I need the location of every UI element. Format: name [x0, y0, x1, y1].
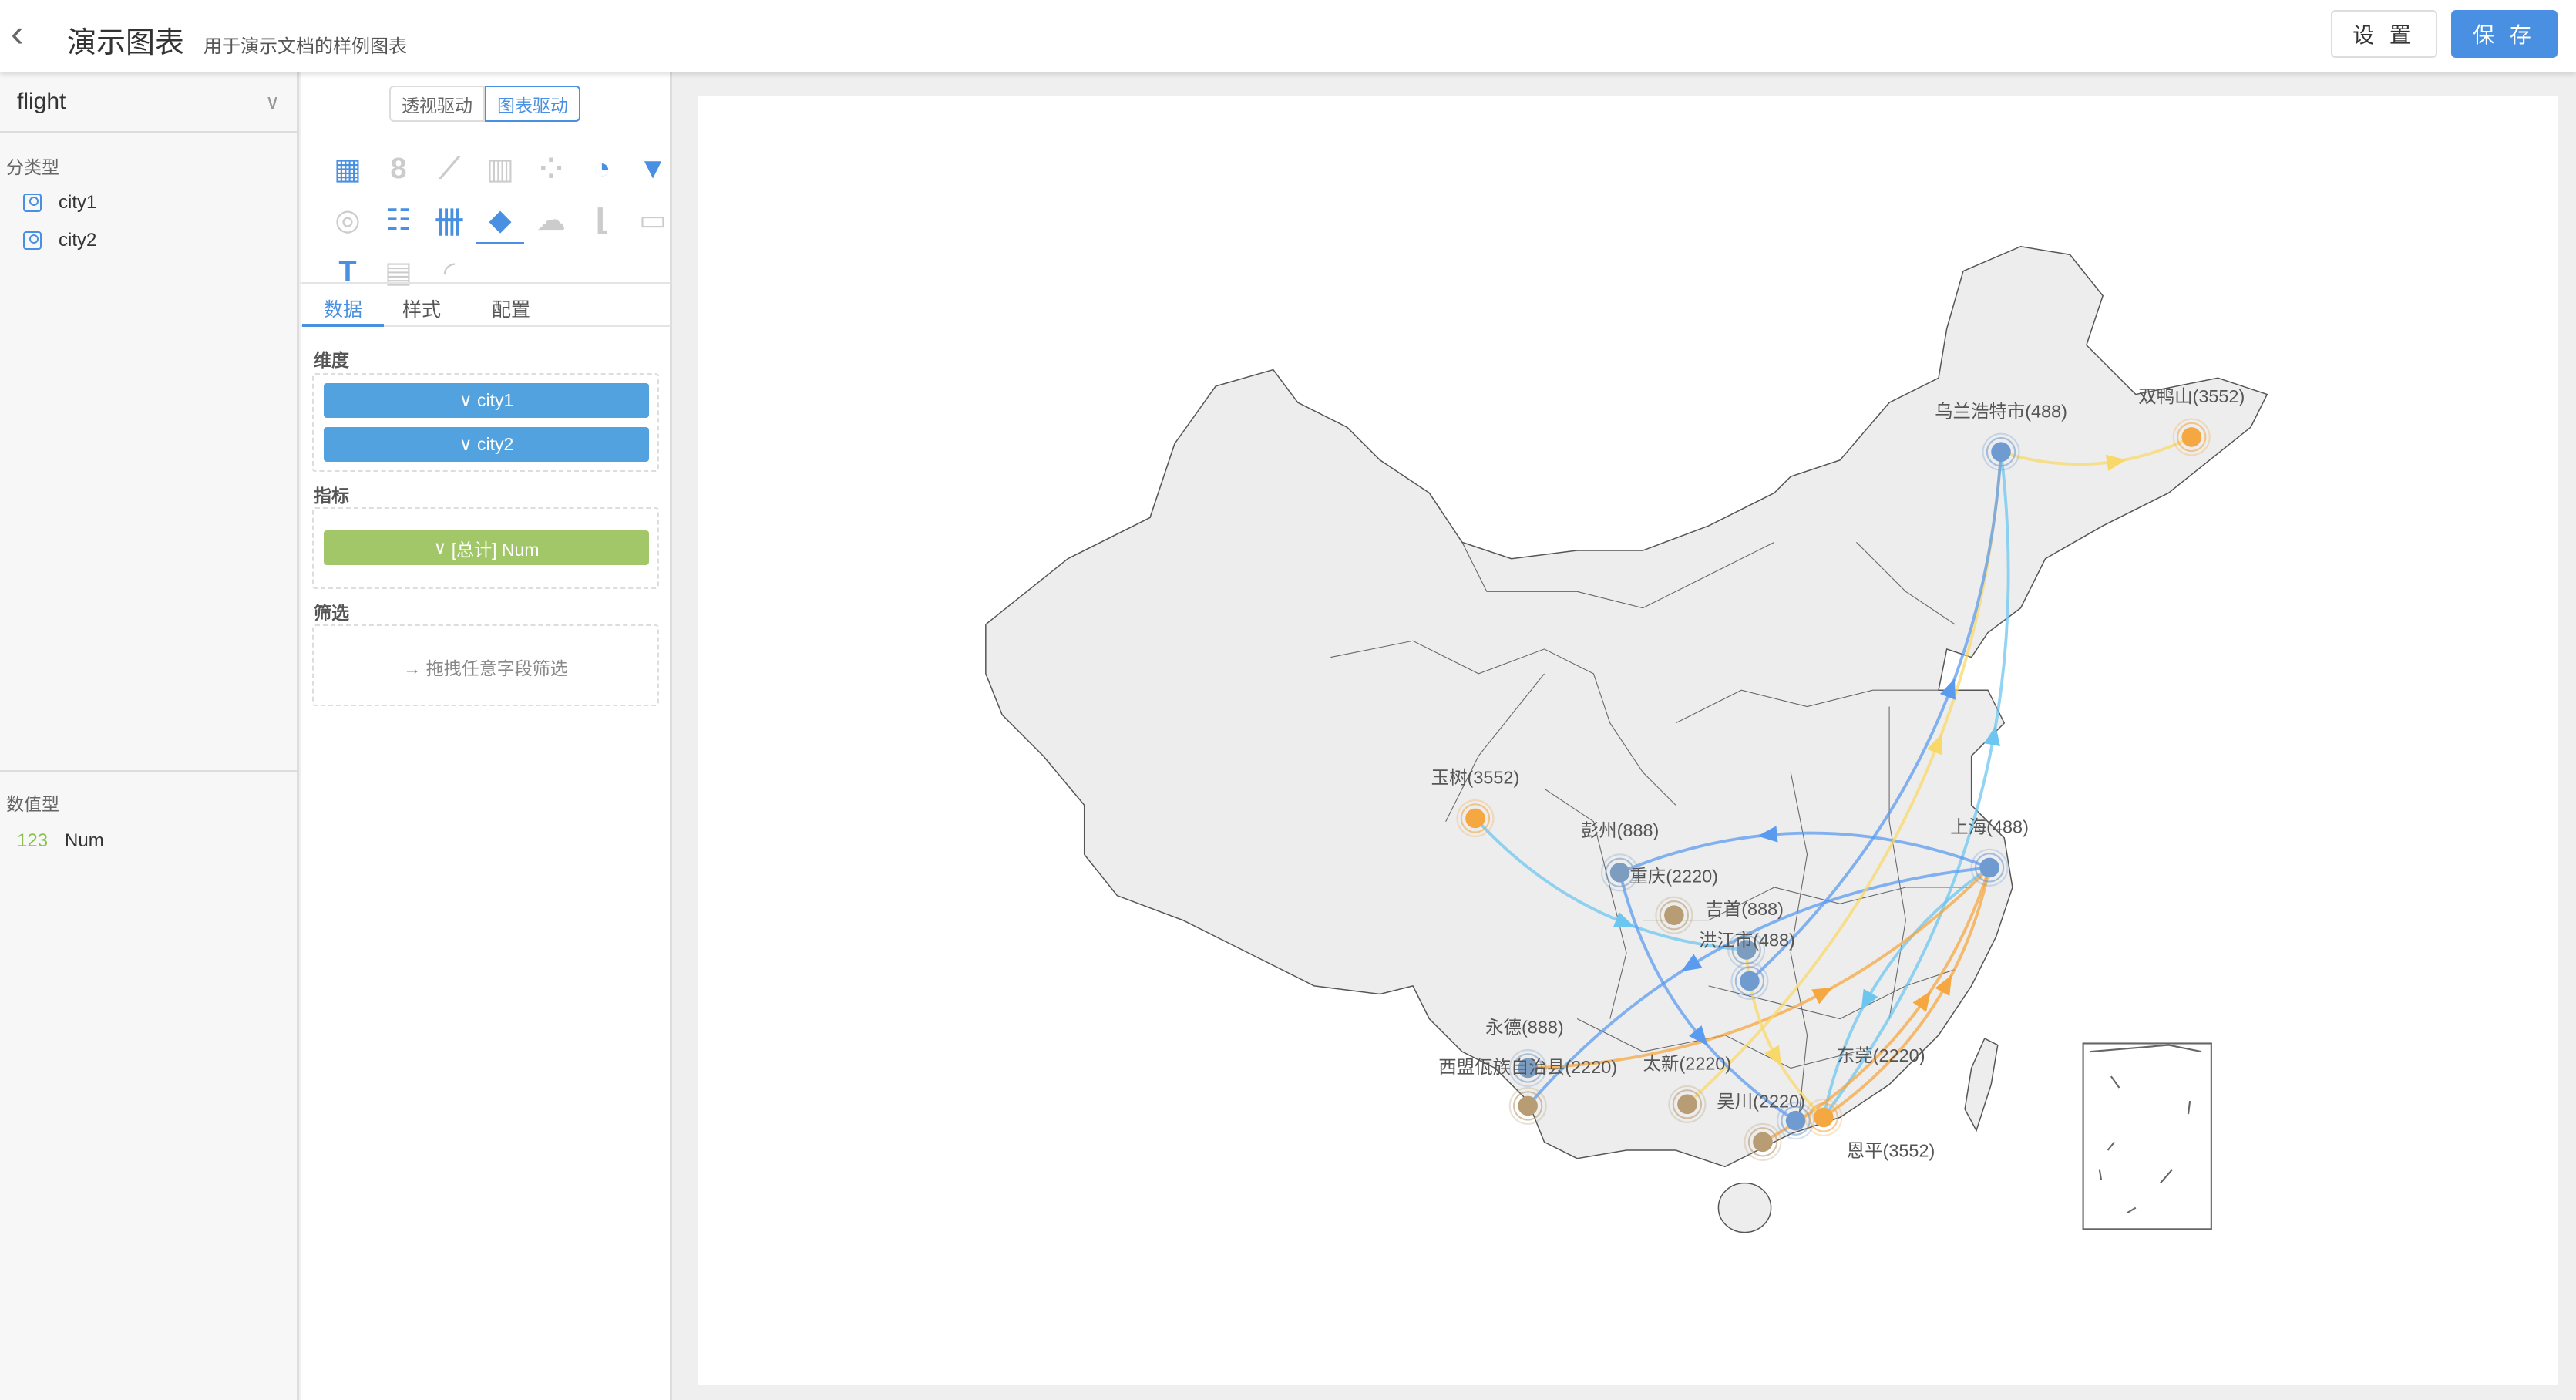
metric-dropzone[interactable]: [312, 507, 659, 589]
chevron-down-icon: ∨: [459, 390, 477, 410]
mode-toggle: 透视驱动 图表驱动: [389, 86, 580, 122]
settings-button[interactable]: 设 置: [2331, 10, 2437, 58]
category-section-title: 分类型: [6, 157, 59, 177]
table-chart-icon[interactable]: ▦: [334, 153, 362, 186]
field-num[interactable]: 123 Num: [17, 830, 104, 852]
field-label: city2: [59, 230, 97, 251]
field-city1[interactable]: city1: [23, 192, 96, 214]
pivot-mode-button[interactable]: 透视驱动: [389, 86, 485, 122]
chart-mode-button[interactable]: 图表驱动: [485, 86, 580, 122]
bar-chart-icon[interactable]: ▥: [486, 153, 514, 186]
china-map-chart-icon[interactable]: ◆: [489, 204, 512, 237]
config-tabs: 数据 样式 配置: [301, 288, 671, 327]
pie-chart-icon[interactable]: ◔: [593, 152, 611, 185]
map-pin-icon: [23, 194, 42, 212]
field-sidebar: flight ∨ 分类型 city1 city2 数值型 123 Num: [0, 72, 299, 1400]
tab-data[interactable]: 数据: [324, 299, 363, 321]
chevron-down-icon: ∨: [264, 89, 280, 113]
dimension-dropzone[interactable]: [312, 373, 659, 472]
radar-chart-icon[interactable]: ◎: [335, 204, 361, 237]
tab-config[interactable]: 配置: [492, 299, 531, 321]
dimension-city1[interactable]: ∨ city1: [324, 383, 649, 418]
metric-label: 指标: [314, 486, 349, 506]
filter-hint: → 拖拽任意字段筛选: [312, 654, 659, 680]
field-city2[interactable]: city2: [23, 230, 96, 251]
metric-num[interactable]: ∨ [总计] Num: [324, 530, 649, 565]
chevron-down-icon: ∨: [459, 434, 477, 454]
filter-label: 筛选: [314, 603, 349, 623]
divider: [0, 770, 299, 772]
number-type-icon: 123: [17, 830, 49, 851]
config-panel: 透视驱动 图表驱动 ▦ 8 ⟋ ▥ ⁘ ◔ ▼ ◎ ☷ 卌 ◆ ☁ ⌊ ▭ T ▤ ◜ 数据 样式 配置 维度 …: [301, 72, 672, 1400]
pill-label: [总计] Num: [451, 539, 540, 560]
text-chart-icon[interactable]: T: [338, 255, 357, 288]
chevron-down-icon: ∨: [433, 537, 452, 557]
page-subtitle: 用于演示文档的样例图表: [203, 36, 407, 57]
step-chart-icon[interactable]: ⌊: [595, 204, 609, 237]
wordcloud-chart-icon[interactable]: ☁: [536, 204, 566, 237]
chart-canvas: [698, 96, 2558, 1385]
pill-label: city1: [476, 390, 514, 410]
number-chart-icon[interactable]: 8: [390, 152, 407, 185]
selected-chart-indicator: [476, 242, 524, 244]
dataset-name: flight: [17, 89, 66, 114]
filter-dropzone[interactable]: [312, 624, 659, 706]
funnel-chart-icon[interactable]: ▼: [638, 152, 668, 185]
scatter-chart-icon[interactable]: ⁘: [539, 153, 563, 186]
gauge-chart-icon[interactable]: ◜: [443, 256, 456, 289]
filter-hint-text: 拖拽任意字段筛选: [425, 658, 568, 678]
active-tab-indicator: [302, 324, 384, 327]
chevron-left-icon[interactable]: ‹: [11, 12, 24, 55]
window-chart-icon[interactable]: ▭: [639, 204, 667, 237]
map-pin-icon: [23, 231, 42, 250]
divider: [301, 282, 671, 284]
kpi-chart-icon[interactable]: ▤: [385, 256, 412, 289]
dimension-city2[interactable]: ∨ city2: [324, 427, 649, 462]
field-label: Num: [65, 830, 104, 851]
dataset-select[interactable]: flight ∨: [0, 72, 297, 133]
field-label: city1: [59, 192, 97, 213]
arrow-right-icon: →: [403, 658, 426, 678]
header: ‹ 演示图表 用于演示文档的样例图表 设 置 保 存: [0, 0, 2576, 72]
save-button[interactable]: 保 存: [2451, 10, 2558, 58]
sankey-chart-icon[interactable]: ☷: [385, 204, 412, 237]
numeric-section-title: 数值型: [6, 794, 59, 814]
parallel-chart-icon[interactable]: 卌: [434, 207, 464, 240]
pill-label: city2: [476, 434, 514, 454]
dimension-label: 维度: [314, 350, 349, 370]
line-chart-icon[interactable]: ⟋: [439, 152, 460, 185]
tab-style[interactable]: 样式: [402, 299, 442, 321]
page-title: 演示图表: [67, 27, 185, 59]
